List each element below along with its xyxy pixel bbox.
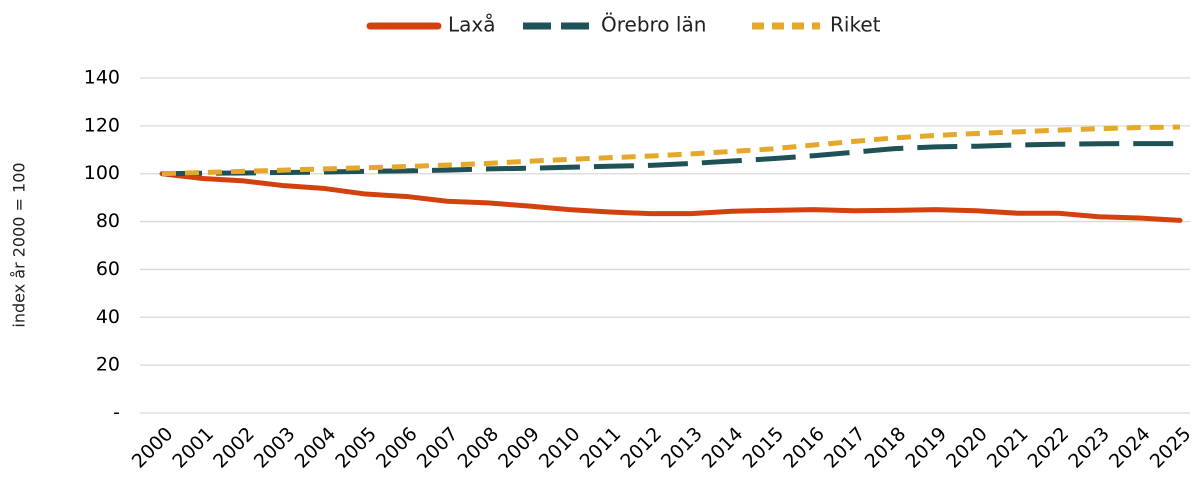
x-tick-label: 2000 (128, 423, 178, 473)
x-tick-label: 2024 (1105, 423, 1155, 473)
y-tick-label: 120 (84, 114, 120, 136)
x-tick-label: 2008 (453, 423, 503, 473)
x-tick-label: 2009 (494, 423, 544, 473)
x-tick-label: 2012 (616, 423, 666, 473)
y-tick-label: 60 (96, 258, 120, 280)
x-tick-label: 2015 (738, 423, 788, 473)
x-tick-label: 2011 (576, 423, 626, 473)
x-tick-label: 2004 (291, 423, 341, 473)
x-tick-label: 2025 (1146, 423, 1192, 473)
y-tick-label: - (113, 402, 120, 424)
x-tick-label: 2016 (779, 423, 829, 473)
x-tick-label: 2023 (1064, 423, 1114, 473)
y-tick-label: 20 (96, 354, 120, 376)
x-tick-label: 2010 (535, 423, 585, 473)
x-tick-label: 2022 (1024, 423, 1074, 473)
x-tick-label: 2001 (168, 423, 218, 473)
x-tick-label: 2020 (942, 423, 992, 473)
x-tick-label: 2006 (372, 423, 422, 473)
legend-label: Laxå (448, 13, 496, 37)
legend-label: Riket (830, 13, 881, 37)
x-tick-label: 2003 (250, 423, 300, 473)
x-tick-label: 2014 (698, 423, 748, 473)
x-tick-label: 2021 (983, 423, 1033, 473)
y-tick-label: 40 (96, 306, 120, 328)
x-tick-label: 2007 (413, 423, 463, 473)
x-tick-label: 2017 (820, 423, 870, 473)
series-line (161, 124, 1181, 177)
series-line (161, 141, 1180, 177)
y-tick-label: 80 (96, 210, 120, 232)
x-tick-label: 2013 (657, 423, 707, 473)
x-tick-label: 2019 (901, 423, 951, 473)
legend-label: Örebro län (601, 13, 706, 37)
x-tick-label: 2005 (331, 423, 381, 473)
series-line (159, 171, 1183, 223)
x-tick-label: 2002 (209, 423, 259, 473)
y-tick-label: 100 (84, 162, 120, 184)
y-axis-label: index år 2000 = 100 (10, 162, 29, 327)
x-tick-label: 2018 (861, 423, 911, 473)
y-tick-label: 140 (84, 67, 120, 89)
